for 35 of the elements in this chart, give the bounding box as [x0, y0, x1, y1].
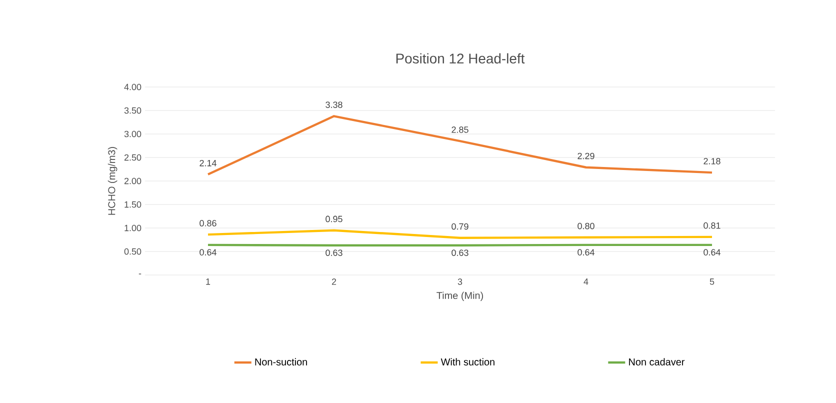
- x-tick-label: 4: [584, 278, 588, 285]
- data-label: 0.63: [452, 250, 468, 256]
- data-label: 0.86: [200, 220, 216, 226]
- x-tick-label: 1: [206, 278, 210, 285]
- data-label: 0.95: [326, 216, 342, 222]
- data-label: 0.64: [704, 249, 720, 256]
- data-label: 0.81: [704, 222, 720, 229]
- data-label: 2.29: [578, 152, 594, 160]
- x-tick-label: 3: [458, 278, 462, 285]
- y-tick-label: 4.00: [124, 84, 142, 90]
- data-label: 2.18: [704, 158, 720, 164]
- data-label: 2.14: [200, 160, 216, 166]
- data-label: 2.85: [452, 126, 468, 133]
- data-label: 0.80: [578, 222, 594, 230]
- data-label: 0.63: [326, 250, 342, 256]
- x-tick-label: 5: [710, 278, 714, 285]
- y-tick-label: 3.00: [124, 130, 142, 138]
- x-axis-title: Time (Min): [436, 292, 483, 301]
- y-tick-label: 3.50: [124, 107, 142, 114]
- legend-label: Non cadaver: [629, 358, 685, 366]
- y-tick-label: 2.50: [124, 154, 142, 161]
- y-tick-label: 1.00: [124, 224, 142, 232]
- y-tick-label: 2.00: [124, 178, 142, 184]
- y-tick-label: 0.50: [124, 248, 142, 255]
- data-label: 3.38: [326, 102, 342, 108]
- data-label: 0.64: [200, 249, 216, 256]
- chart-title: Position 12 Head-left: [396, 53, 525, 64]
- legend-label: Non-suction: [255, 358, 307, 366]
- y-axis-title: HCHO (mg/m3): [108, 147, 118, 215]
- line-series: [206, 229, 714, 239]
- x-tick-label: 2: [332, 278, 336, 285]
- data-label: 0.79: [452, 223, 468, 230]
- data-label: 0.64: [578, 249, 594, 256]
- y-tick-label: 1.50: [124, 201, 142, 208]
- legend-label: With suction: [440, 358, 494, 366]
